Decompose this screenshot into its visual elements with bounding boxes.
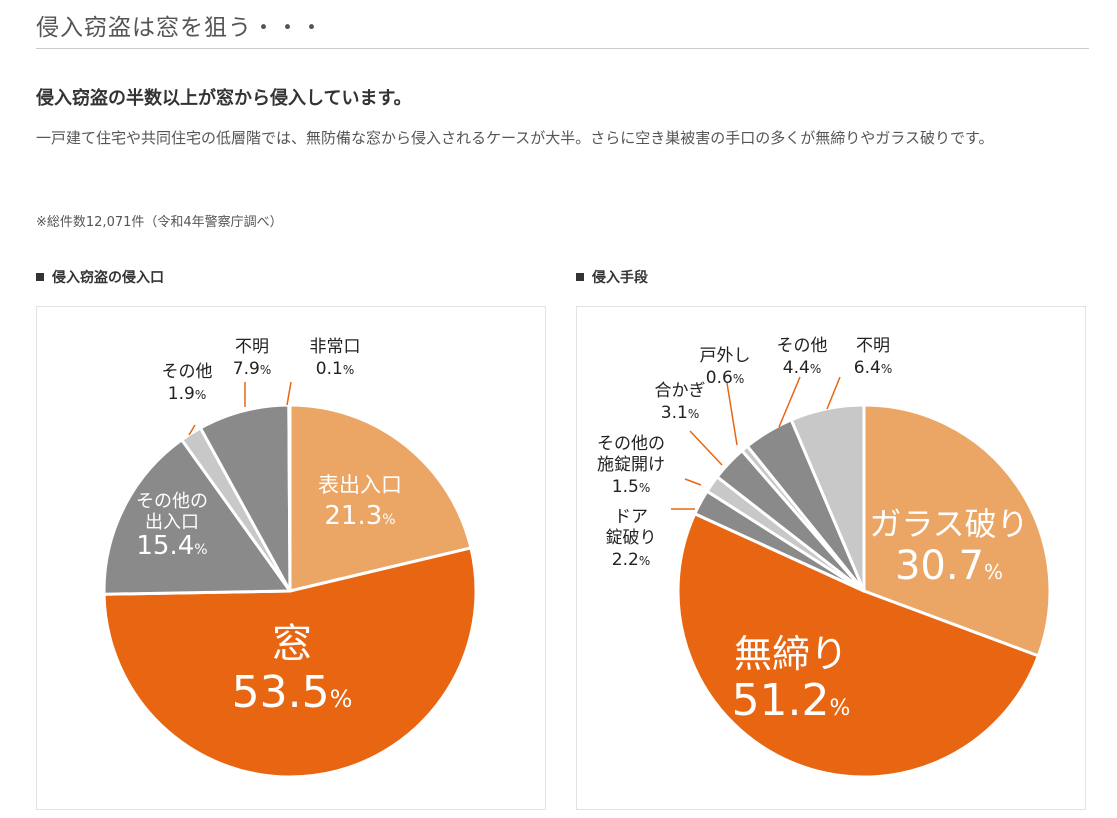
intrusion-method-pie-svg: ガラス破り 30.7%無締り 51.2%ドア錠破り 2.2%その他の施錠開け 1.5%合… xyxy=(597,336,1052,779)
slice-label-1-7: 不明 6.4% xyxy=(854,336,892,378)
pie-slice-1-1 xyxy=(676,512,1040,779)
leader-line-1-4 xyxy=(689,430,723,466)
slice-label-0-1: 窓 53.5% xyxy=(232,621,353,718)
square-bullet-icon xyxy=(36,273,44,281)
pie-slice-0-4 xyxy=(198,403,292,593)
leader-line-0-5 xyxy=(286,381,292,406)
slice-unit: % xyxy=(810,362,821,376)
title-divider xyxy=(36,48,1089,49)
leader-line-1-5 xyxy=(726,382,738,446)
slice-value: 4.4 xyxy=(783,358,810,378)
slice-label-line: その他の xyxy=(597,434,665,454)
slice-label-line: 戸外し xyxy=(700,346,751,366)
slice-label-line: その他の xyxy=(136,491,208,512)
slice-unit: % xyxy=(382,512,395,528)
slice-label-line: その他 xyxy=(162,362,213,382)
slice-value: 0.1 xyxy=(316,359,343,379)
lead-heading: 侵入窃盗の半数以上が窓から侵入しています。 xyxy=(36,88,412,109)
slice-label-1-0: ガラス破り 30.7% xyxy=(869,505,1028,589)
slice-label-1-2: ドア錠破り 2.2% xyxy=(606,507,657,570)
page-title: 侵入窃盗は窓を狙う・・・ xyxy=(36,15,324,41)
slice-label-line: ガラス破り xyxy=(869,505,1028,543)
slice-value: 1.9 xyxy=(168,384,195,404)
slice-value: 15.4 xyxy=(136,531,194,561)
slice-value: 21.3 xyxy=(324,501,382,531)
source-note: ※総件数12,071件（令和4年警察庁調べ） xyxy=(36,215,283,230)
slice-value: 2.2 xyxy=(612,550,639,570)
slice-unit: % xyxy=(688,407,699,421)
chart-title-entry-text: 侵入窃盗の侵入口 xyxy=(52,270,164,286)
slice-label-1-1: 無締り 51.2% xyxy=(732,632,851,726)
pie-slice-0-5 xyxy=(287,403,292,593)
slice-label-line: 合かぎ xyxy=(655,381,706,401)
slice-unit: % xyxy=(830,696,851,721)
slice-value: 51.2 xyxy=(732,675,830,726)
slice-label-0-0: 表出入口 21.3% xyxy=(318,473,402,531)
slice-label-line: 窓 xyxy=(272,621,312,667)
slice-label-line: 錠破り xyxy=(606,528,657,548)
slice-unit: % xyxy=(733,372,744,386)
slice-label-0-4: 不明 7.9% xyxy=(233,337,271,379)
slice-label-1-4: 合かぎ 3.1% xyxy=(655,381,706,423)
slice-label-line: 不明 xyxy=(235,337,269,357)
chart-title-method-text: 侵入手段 xyxy=(592,270,648,286)
intrusion-method-pie-chart: ガラス破り 30.7% 無締り 51.2% ドア錠破り 2.2% その他の施錠開け 1.5% 合… xyxy=(576,306,1086,810)
slice-label-1-3: その他の施錠開け 1.5% xyxy=(597,434,665,497)
slice-unit: % xyxy=(260,363,271,377)
slice-label-line: 不明 xyxy=(856,336,890,356)
slice-label-line: 施錠開け xyxy=(597,455,665,475)
slice-value: 0.6 xyxy=(706,368,733,388)
body-text: 一戸建て住宅や共同住宅の低層階では、無防備な窓から侵入されるケースが大半。さらに… xyxy=(36,129,994,147)
leader-line-1-3 xyxy=(684,478,702,486)
slice-label-line: 出入口 xyxy=(145,512,199,533)
slice-unit: % xyxy=(330,685,353,713)
slice-unit: % xyxy=(881,362,892,376)
slice-label-0-3: その他 1.9% xyxy=(162,362,213,404)
pie-slice-0-0 xyxy=(288,403,473,593)
slice-unit: % xyxy=(195,388,206,402)
entry-point-pie-svg: 表出入口 21.3%窓 53.5%その他の出入口 15.4%その他 1.9%不明 7.9%… xyxy=(102,337,478,779)
leader-line-1-7 xyxy=(826,376,841,410)
chart-title-method: 侵入手段 xyxy=(576,267,648,287)
entry-point-pie-chart: 表出入口 21.3% 窓 53.5% その他の出入口 15.4% その他 1.9% 不明 7.9%… xyxy=(36,306,546,810)
slice-value: 1.5 xyxy=(612,477,639,497)
slice-label-0-2: その他の出入口 15.4% xyxy=(136,491,208,561)
slice-label-0-5: 非常口 0.1% xyxy=(310,337,361,379)
slice-label-line: 無締り xyxy=(734,632,848,676)
leader-line-1-6 xyxy=(778,376,801,428)
slice-value: 7.9 xyxy=(233,359,260,379)
slice-unit: % xyxy=(984,560,1003,584)
slice-unit: % xyxy=(639,481,650,495)
slice-value: 3.1 xyxy=(661,403,688,423)
slice-label-1-6: その他 4.4% xyxy=(777,336,828,378)
square-bullet-icon xyxy=(576,273,584,281)
slice-unit: % xyxy=(194,542,207,558)
slice-value: 6.4 xyxy=(854,358,881,378)
pie-slice-0-1 xyxy=(102,546,478,779)
slice-label-line: その他 xyxy=(777,336,828,356)
slice-label-1-5: 戸外し 0.6% xyxy=(700,346,751,388)
slice-label-line: 表出入口 xyxy=(318,473,402,497)
slice-value: 30.7 xyxy=(895,543,984,589)
pie-slice-1-0 xyxy=(862,403,1052,658)
chart-title-entry: 侵入窃盗の侵入口 xyxy=(36,267,164,287)
slice-value: 53.5 xyxy=(232,667,330,718)
pie-slice-0-2 xyxy=(102,438,292,596)
slice-unit: % xyxy=(343,363,354,377)
slice-label-line: 非常口 xyxy=(310,337,361,357)
slice-unit: % xyxy=(639,554,650,568)
slice-label-line: ドア xyxy=(614,507,648,527)
leader-line-0-3 xyxy=(188,424,196,436)
